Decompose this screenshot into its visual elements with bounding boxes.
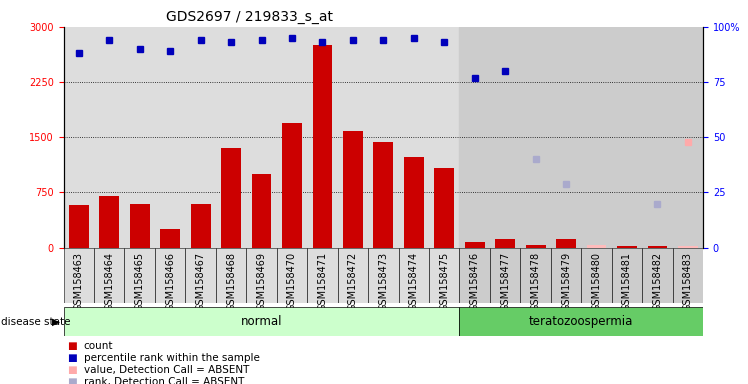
Bar bbox=[459, 307, 703, 336]
Text: GSM158482: GSM158482 bbox=[652, 252, 663, 311]
Text: GSM158475: GSM158475 bbox=[439, 252, 450, 311]
Bar bbox=[186, 248, 216, 303]
Bar bbox=[526, 245, 545, 248]
Text: ■: ■ bbox=[67, 341, 77, 351]
Text: teratozoospermia: teratozoospermia bbox=[529, 315, 634, 328]
Text: GSM158479: GSM158479 bbox=[561, 252, 571, 311]
Bar bbox=[373, 142, 393, 248]
Bar bbox=[459, 27, 490, 248]
Bar bbox=[186, 27, 216, 248]
Bar bbox=[313, 45, 332, 248]
Text: GSM158463: GSM158463 bbox=[74, 252, 84, 311]
Bar bbox=[246, 27, 277, 248]
Bar bbox=[557, 239, 576, 248]
Bar bbox=[124, 27, 155, 248]
Text: disease state: disease state bbox=[1, 316, 70, 327]
Text: GSM158468: GSM158468 bbox=[226, 252, 236, 311]
Bar bbox=[307, 27, 337, 248]
Bar bbox=[490, 27, 521, 248]
Bar bbox=[399, 248, 429, 303]
Text: value, Detection Call = ABSENT: value, Detection Call = ABSENT bbox=[84, 365, 249, 375]
Text: ■: ■ bbox=[67, 377, 77, 384]
Text: count: count bbox=[84, 341, 113, 351]
Text: GSM158467: GSM158467 bbox=[196, 252, 206, 311]
Text: ■: ■ bbox=[67, 353, 77, 363]
Bar bbox=[586, 245, 607, 248]
Bar bbox=[521, 27, 551, 248]
Text: rank, Detection Call = ABSENT: rank, Detection Call = ABSENT bbox=[84, 377, 244, 384]
Text: GSM158480: GSM158480 bbox=[592, 252, 601, 311]
Text: GDS2697 / 219833_s_at: GDS2697 / 219833_s_at bbox=[166, 10, 333, 25]
Bar bbox=[337, 248, 368, 303]
Bar bbox=[191, 204, 210, 248]
Bar bbox=[64, 27, 94, 248]
Bar bbox=[368, 27, 399, 248]
Bar bbox=[490, 248, 521, 303]
Text: GSM158477: GSM158477 bbox=[500, 252, 510, 311]
Bar bbox=[124, 248, 155, 303]
Bar bbox=[399, 27, 429, 248]
Text: GSM158476: GSM158476 bbox=[470, 252, 479, 311]
Bar bbox=[648, 246, 667, 248]
Bar bbox=[459, 248, 490, 303]
Bar bbox=[216, 248, 246, 303]
Bar bbox=[672, 27, 703, 248]
Text: GSM158464: GSM158464 bbox=[104, 252, 114, 311]
Bar bbox=[221, 148, 241, 248]
Bar bbox=[429, 27, 459, 248]
Text: ▶: ▶ bbox=[52, 316, 60, 327]
Bar bbox=[672, 248, 703, 303]
Bar bbox=[69, 205, 89, 248]
Text: GSM158465: GSM158465 bbox=[135, 252, 144, 311]
Text: percentile rank within the sample: percentile rank within the sample bbox=[84, 353, 260, 363]
Text: GSM158474: GSM158474 bbox=[409, 252, 419, 311]
Text: ■: ■ bbox=[67, 365, 77, 375]
Text: GSM158466: GSM158466 bbox=[165, 252, 175, 311]
Bar bbox=[307, 248, 337, 303]
Bar bbox=[404, 157, 423, 248]
Bar bbox=[155, 248, 186, 303]
Text: GSM158483: GSM158483 bbox=[683, 252, 693, 311]
Bar bbox=[368, 248, 399, 303]
Bar bbox=[551, 248, 581, 303]
Bar bbox=[495, 239, 515, 248]
Bar bbox=[465, 242, 485, 248]
Bar bbox=[99, 196, 119, 248]
Bar bbox=[246, 248, 277, 303]
Bar bbox=[521, 248, 551, 303]
Bar bbox=[343, 131, 363, 248]
Bar bbox=[94, 248, 124, 303]
Bar bbox=[216, 27, 246, 248]
Bar bbox=[130, 204, 150, 248]
Bar bbox=[581, 27, 612, 248]
Bar bbox=[160, 228, 180, 248]
Bar bbox=[643, 248, 672, 303]
Bar bbox=[617, 246, 637, 248]
Bar bbox=[64, 307, 459, 336]
Bar bbox=[337, 27, 368, 248]
Bar bbox=[612, 248, 643, 303]
Bar bbox=[277, 27, 307, 248]
Bar bbox=[678, 246, 698, 248]
Bar bbox=[64, 248, 94, 303]
Bar bbox=[94, 27, 124, 248]
Bar bbox=[643, 27, 672, 248]
Bar bbox=[551, 27, 581, 248]
Text: GSM158470: GSM158470 bbox=[287, 252, 297, 311]
Text: GSM158469: GSM158469 bbox=[257, 252, 266, 311]
Text: GSM158471: GSM158471 bbox=[317, 252, 328, 311]
Bar bbox=[435, 168, 454, 248]
Bar bbox=[612, 27, 643, 248]
Bar bbox=[429, 248, 459, 303]
Text: GSM158481: GSM158481 bbox=[622, 252, 632, 311]
Text: GSM158473: GSM158473 bbox=[378, 252, 388, 311]
Text: normal: normal bbox=[241, 315, 282, 328]
Bar bbox=[251, 174, 272, 248]
Bar bbox=[282, 122, 302, 248]
Text: GSM158472: GSM158472 bbox=[348, 252, 358, 311]
Bar bbox=[155, 27, 186, 248]
Bar bbox=[277, 248, 307, 303]
Text: GSM158478: GSM158478 bbox=[530, 252, 541, 311]
Bar bbox=[581, 248, 612, 303]
